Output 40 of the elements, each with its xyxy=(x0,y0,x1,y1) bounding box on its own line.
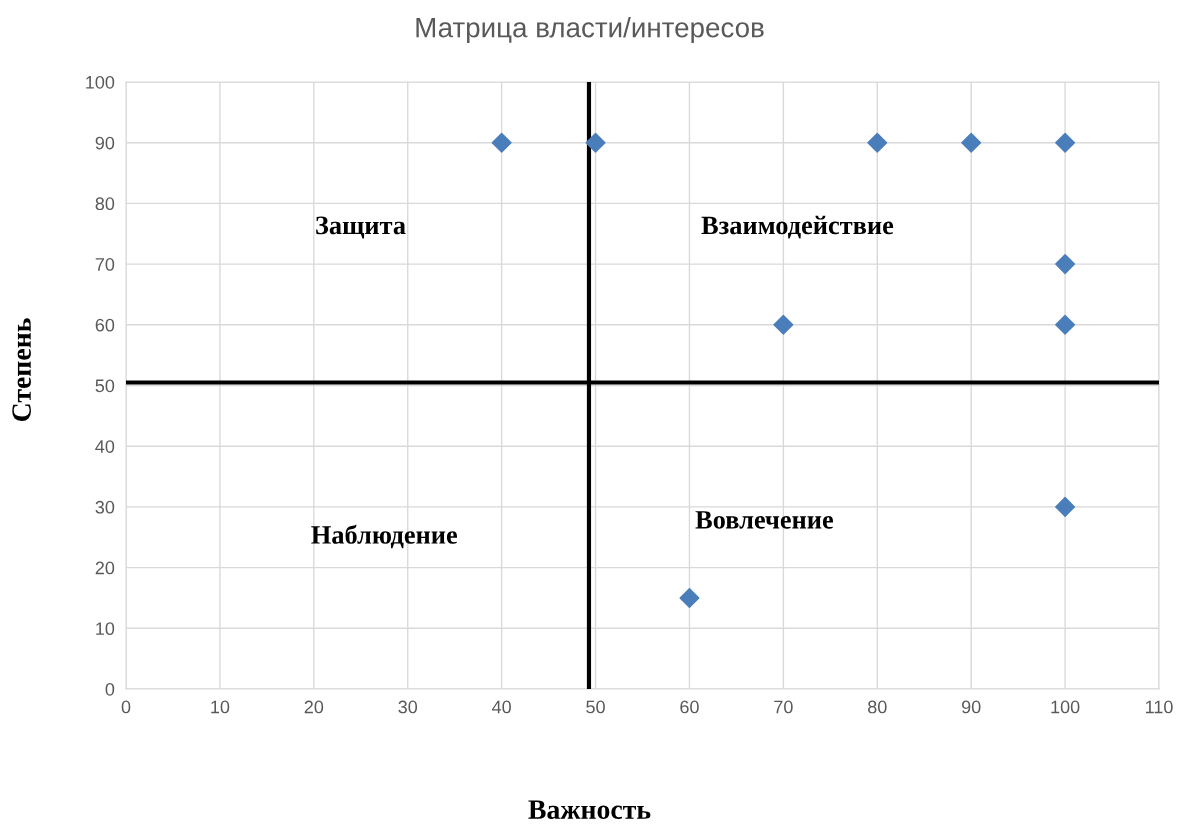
x-tick-label: 100 xyxy=(1051,700,1080,714)
annotation: Вовлечение xyxy=(695,511,834,529)
chart-title: Матрица власти/интересов xyxy=(416,17,764,43)
y-tick-label: 70 xyxy=(95,258,115,271)
point xyxy=(961,132,982,153)
point xyxy=(867,132,888,153)
point xyxy=(491,132,512,153)
y-tick-label: 20 xyxy=(95,561,115,575)
y-axis-title: Степень xyxy=(12,318,31,421)
point xyxy=(1055,254,1076,275)
point xyxy=(773,314,794,335)
point xyxy=(585,132,606,153)
y-tick-label: 80 xyxy=(95,197,115,211)
x-tick-label: 80 xyxy=(868,700,887,714)
x-tick-label: 60 xyxy=(680,700,699,714)
y-tick-label: 30 xyxy=(95,500,115,514)
x-tick-label: 0 xyxy=(121,700,131,714)
annotation: Взаимодействие xyxy=(701,215,894,239)
y-tick-label: 50 xyxy=(95,379,115,393)
point xyxy=(679,587,700,608)
x-tick-label: 10 xyxy=(211,700,230,714)
y-tick-label: 90 xyxy=(95,136,115,150)
point xyxy=(1055,314,1076,335)
point xyxy=(1055,132,1076,153)
x-axis-title: Важность xyxy=(528,800,651,819)
point xyxy=(1055,496,1076,517)
y-tick-label: 40 xyxy=(95,440,115,453)
y-tick-label: 0 xyxy=(105,682,115,696)
y-tick-label: 10 xyxy=(96,622,115,636)
x-tick-label: 50 xyxy=(586,700,605,714)
x-tick-label: 30 xyxy=(398,700,418,714)
annotation: Наблюдение xyxy=(311,524,458,549)
x-tick-label: 70 xyxy=(774,700,793,714)
x-tick-label: 110 xyxy=(1145,700,1173,714)
x-tick-label: 20 xyxy=(304,700,324,714)
annotation: Защита xyxy=(316,216,406,239)
x-tick-label: 90 xyxy=(961,700,981,714)
y-tick-label: 60 xyxy=(95,318,115,332)
y-tick-label: 100 xyxy=(86,75,115,89)
x-tick-label: 40 xyxy=(492,700,511,714)
